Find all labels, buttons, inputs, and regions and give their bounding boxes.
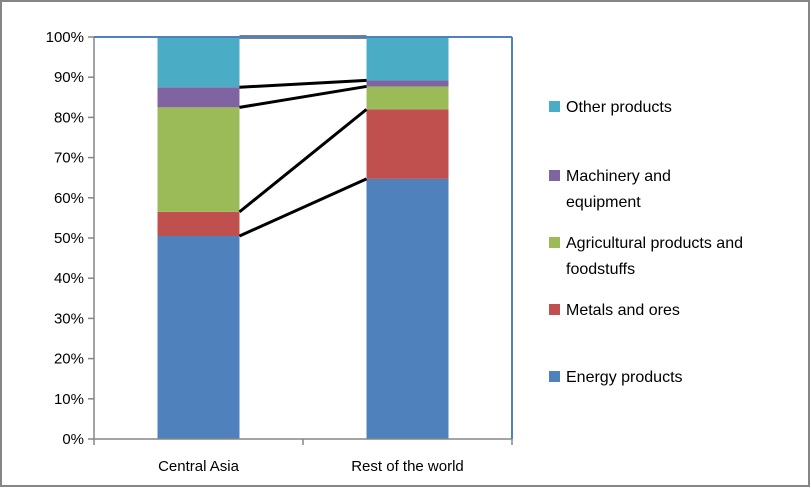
legend-swatch-metals-and-ores	[549, 304, 560, 315]
y-tick-label: 90%	[54, 69, 84, 86]
legend: Other products Machinery and equipment Agri…	[549, 99, 743, 386]
bar-rest-of-the-world-other-products	[366, 37, 449, 81]
y-tick-label: 10%	[54, 391, 84, 408]
legend-label-agricultural-products-and-foodstuffs: Agricultural products and foodstuffs	[566, 235, 743, 278]
y-tick-label: 70%	[54, 150, 84, 167]
y-tick-label: 80%	[54, 109, 84, 126]
bar-central-asia-machinery-and-equipment	[157, 87, 240, 108]
bar-central-asia-metals-and-ores	[157, 211, 240, 236]
legend-label-energy-products: Energy products	[566, 369, 683, 386]
y-tick-label: 100%	[46, 29, 84, 46]
bar-central-asia-agricultural-products-and-foodstuffs	[157, 107, 240, 212]
legend-swatch-agricultural-products-and-foodstuffs	[549, 237, 560, 248]
x-tick-label: Central Asia	[158, 458, 240, 475]
y-tick-label: 20%	[54, 351, 84, 368]
axes: 0% 10% 20% 30% 40% 50% 60% 70% 80% 90% 100% Central…	[46, 29, 513, 475]
y-tick-label: 50%	[54, 230, 84, 247]
series-line-4	[239, 78, 367, 89]
bar-rest-of-the-world-machinery-and-equipment	[366, 80, 449, 87]
legend-swatch-energy-products	[549, 371, 560, 382]
bars	[157, 37, 449, 439]
series-line-3	[239, 84, 367, 109]
legend-label-metals-and-ores: Metals and ores	[566, 302, 680, 319]
bar-rest-of-the-world-agricultural-products-and-foodstuffs	[366, 86, 449, 110]
y-tick-label: 0%	[62, 431, 84, 448]
y-tick-label: 30%	[54, 310, 84, 327]
y-tick-label: 40%	[54, 270, 84, 287]
bar-rest-of-the-world-metals-and-ores	[366, 109, 449, 179]
series-line-1	[238, 177, 368, 238]
series-line-2	[238, 108, 368, 214]
legend-label-other-products: Other products	[566, 99, 672, 116]
y-tick-label: 60%	[54, 190, 84, 207]
legend-swatch-machinery-and-equipment	[549, 170, 560, 181]
legend-swatch-other-products	[549, 101, 560, 112]
x-tick-label: Rest of the world	[351, 458, 464, 475]
bar-rest-of-the-world-energy-products	[366, 178, 449, 439]
bar-central-asia-other-products	[157, 37, 240, 88]
legend-label-machinery-and-equipment: Machinery and equipment	[566, 168, 671, 211]
bar-central-asia-energy-products	[157, 235, 240, 439]
